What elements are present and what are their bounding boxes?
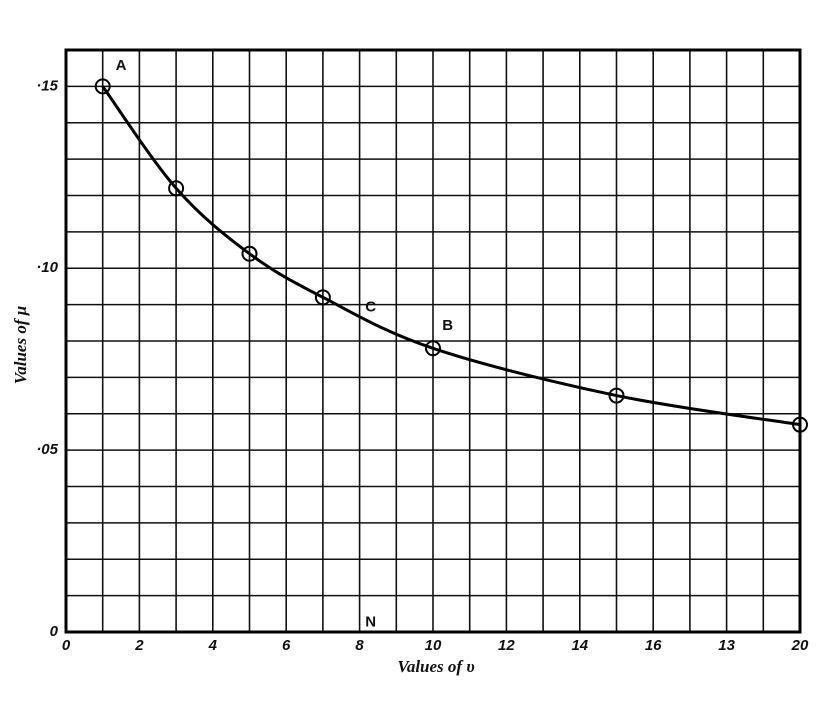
y-tick-label: 0 (50, 623, 59, 640)
point (314, 289, 331, 306)
curve (101, 85, 801, 427)
annotation: A (116, 57, 127, 74)
annotation: N (365, 613, 376, 630)
y-tick-label: ·05 (36, 441, 58, 458)
point (168, 180, 185, 197)
y-tick-label: ·15 (36, 77, 58, 94)
x-tick-label: 10 (425, 637, 442, 654)
x-tick-label: 20 (791, 637, 809, 654)
x-tick-label: 12 (498, 637, 515, 654)
x-tick-label: 13 (718, 637, 735, 654)
y-axis-label: Values of μ (11, 306, 30, 384)
x-tick-label: 6 (282, 637, 291, 654)
x-tick-label: 0 (62, 637, 71, 654)
y-tick-label: ·10 (36, 259, 58, 276)
x-tick-label: 8 (355, 637, 364, 654)
x-tick-label: 2 (134, 637, 144, 654)
plot-frame (64, 48, 802, 634)
point (241, 245, 258, 262)
point (792, 416, 808, 433)
x-tick-label: 4 (208, 637, 218, 654)
x-tick-label: 16 (645, 637, 662, 654)
point (608, 387, 625, 404)
point (94, 78, 111, 95)
annotation: B (442, 317, 453, 334)
x-axis-label: Values of υ (397, 657, 474, 676)
annotation: C (365, 299, 376, 316)
point (425, 340, 441, 357)
x-tick-label: 14 (571, 637, 588, 654)
